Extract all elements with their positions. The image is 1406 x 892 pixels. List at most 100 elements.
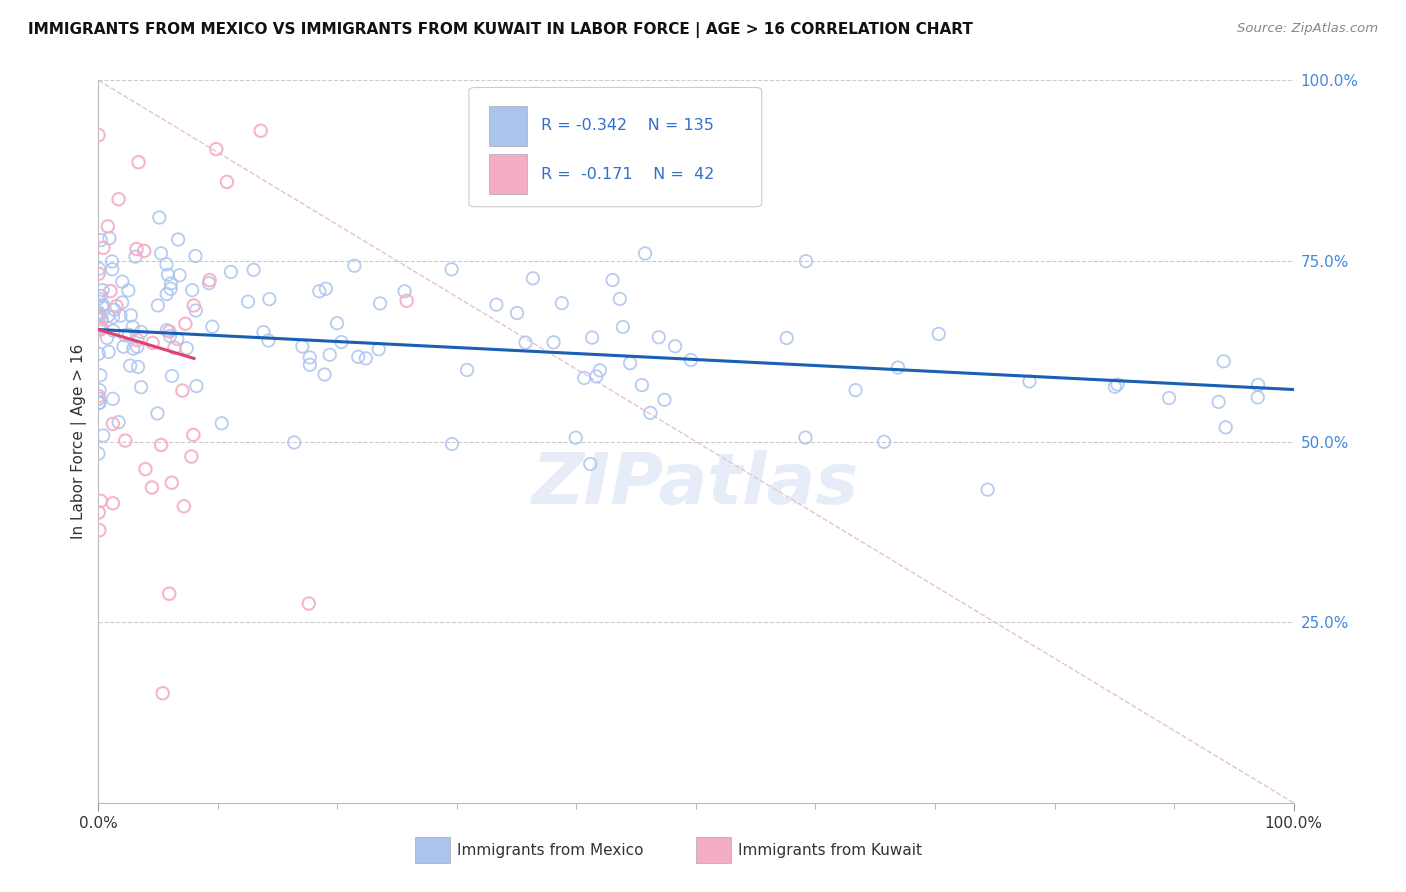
Point	[1215, 420, 1237, 434]
Point	[89, 319, 111, 334]
Point	[612, 320, 634, 334]
Text: R =  -0.171    N =  42: R = -0.171 N = 42	[541, 167, 714, 182]
Point	[160, 368, 183, 383]
Point	[97, 309, 120, 323]
Point	[96, 331, 118, 345]
Point	[198, 273, 221, 287]
Point	[87, 396, 110, 410]
Point	[315, 282, 337, 296]
Point	[485, 298, 508, 312]
Point	[440, 262, 463, 277]
Point	[173, 500, 195, 514]
Point	[211, 417, 233, 431]
Point	[150, 246, 173, 260]
Point	[314, 368, 336, 382]
Point	[215, 175, 238, 189]
Point	[97, 219, 120, 234]
Point	[159, 329, 181, 343]
Point	[167, 232, 190, 246]
Point	[319, 348, 342, 362]
Point	[100, 284, 122, 298]
Point	[103, 302, 125, 317]
Point	[122, 342, 145, 356]
Point	[128, 155, 150, 169]
Point	[118, 327, 141, 342]
Point	[148, 211, 170, 225]
Point	[367, 343, 389, 357]
Point	[87, 446, 110, 460]
Point	[887, 360, 910, 375]
Point	[107, 415, 129, 429]
Point	[101, 392, 124, 406]
Text: Source: ZipAtlas.com: Source: ZipAtlas.com	[1237, 22, 1378, 36]
Point	[87, 389, 110, 403]
Point	[90, 289, 112, 303]
Point	[87, 309, 110, 323]
Point	[581, 330, 603, 344]
Point	[134, 244, 156, 258]
Point	[87, 267, 110, 281]
Point	[205, 142, 228, 156]
Point	[343, 259, 366, 273]
Point	[163, 341, 186, 355]
Point	[141, 480, 163, 494]
Point	[181, 283, 204, 297]
Point	[105, 299, 128, 313]
Point	[976, 483, 998, 497]
Point	[174, 317, 197, 331]
Point	[794, 254, 817, 268]
Point	[219, 265, 242, 279]
Point	[574, 371, 596, 385]
Point	[90, 312, 112, 326]
Point	[368, 296, 391, 310]
Point	[87, 310, 110, 325]
Point	[259, 292, 281, 306]
Point	[127, 340, 149, 354]
Point	[776, 331, 799, 345]
Point	[176, 341, 198, 355]
Point	[97, 345, 120, 359]
Point	[186, 379, 208, 393]
Point	[103, 324, 125, 338]
Point	[117, 284, 139, 298]
Point	[564, 431, 586, 445]
Point	[634, 246, 657, 260]
Point	[551, 296, 574, 310]
Point	[87, 292, 110, 306]
Point	[127, 333, 149, 347]
Point	[114, 434, 136, 448]
Point	[664, 339, 686, 353]
Point	[129, 380, 152, 394]
Point	[1247, 377, 1270, 392]
Bar	[489, 154, 527, 194]
Point	[124, 250, 146, 264]
Point	[152, 686, 174, 700]
Point	[609, 292, 631, 306]
Point	[91, 241, 114, 255]
Point	[330, 334, 353, 349]
Point	[506, 306, 529, 320]
Point	[252, 325, 274, 339]
Point	[150, 438, 173, 452]
Point	[114, 328, 136, 343]
Point	[585, 369, 607, 384]
Point	[308, 285, 330, 299]
Point	[127, 359, 149, 374]
Point	[1107, 377, 1129, 392]
Point	[794, 431, 817, 445]
Point	[631, 378, 654, 392]
Point	[125, 242, 148, 256]
Point	[87, 505, 110, 519]
Point	[156, 287, 179, 301]
Point	[640, 406, 662, 420]
Point	[101, 417, 124, 431]
Point	[129, 325, 152, 339]
Point	[89, 523, 111, 537]
Point	[89, 395, 111, 409]
Point	[89, 368, 111, 383]
Point	[257, 334, 280, 348]
Point	[291, 339, 314, 353]
Point	[326, 316, 349, 330]
Point	[142, 335, 165, 350]
Point	[90, 493, 112, 508]
